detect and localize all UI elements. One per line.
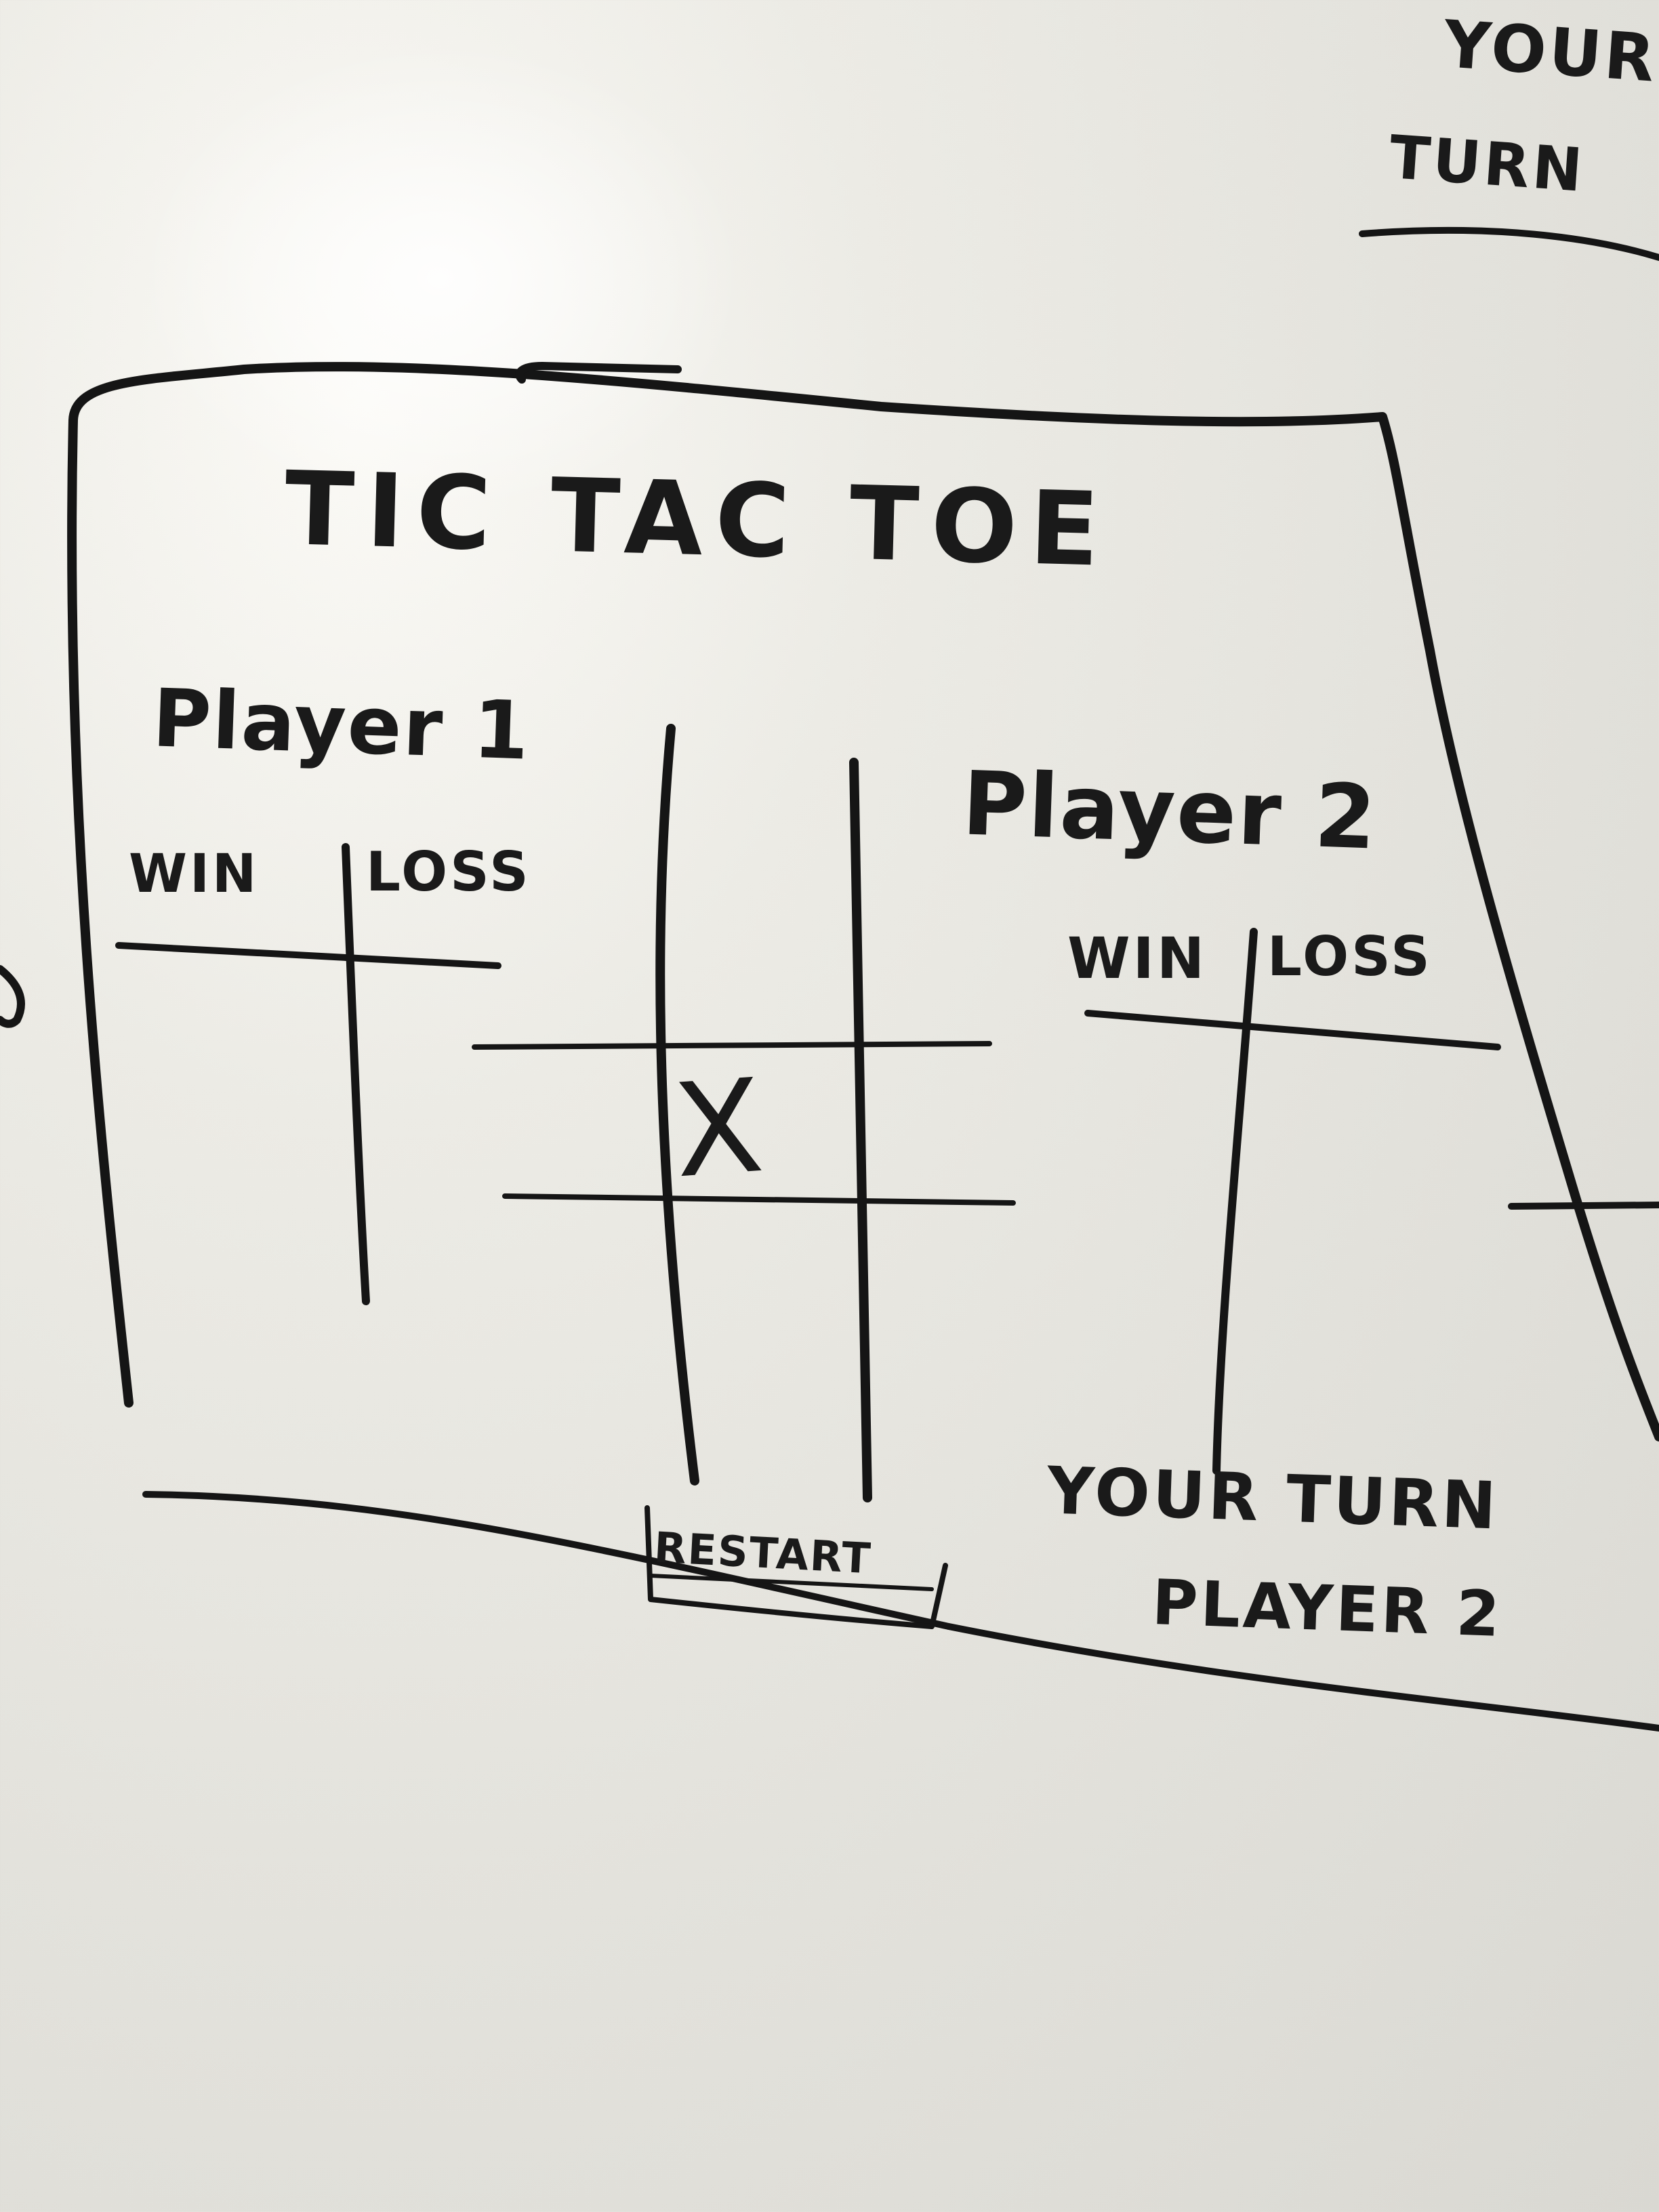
next-screen-text-line2: TURN (1387, 122, 1588, 205)
player1-loss-header: LOSS (366, 840, 531, 903)
next-screen-underline (1359, 226, 1659, 261)
turn-status-line2: PLAYER 2 (1151, 1566, 1504, 1651)
game-title: TIC TAC TOE (283, 450, 1113, 590)
p1-score-divider-v (342, 843, 370, 1305)
grid-line-h1 (472, 1041, 992, 1050)
player2-label: Player 2 (960, 752, 1379, 869)
player1-label: Player 1 (150, 671, 532, 778)
p2-score-divider-h (1084, 1010, 1501, 1050)
player1-win-header: WIN (129, 844, 260, 905)
turn-status-line1: YOUR TURN (1046, 1452, 1500, 1544)
p2-score-divider-v (1212, 928, 1258, 1475)
p1-score-divider-h (115, 942, 501, 969)
next-screen-text-line1: YOUR (1441, 6, 1659, 97)
window-frame-tab (515, 362, 682, 384)
grid-line-h2 (502, 1193, 1016, 1206)
board-cell-mark[interactable]: X (669, 1050, 771, 1207)
left-edge-arrow (0, 965, 25, 1028)
restart-button-box (644, 1505, 948, 1629)
next-screen-line (1508, 1202, 1659, 1210)
grid-line-v1 (655, 724, 699, 1486)
grid-line-v2 (849, 758, 872, 1502)
window-frame (67, 362, 1659, 1441)
window-bottom-edge (142, 1491, 1659, 1732)
player2-loss-header: LOSS (1267, 925, 1433, 988)
restart-underline (649, 1574, 934, 1591)
player2-win-header: WIN (1067, 925, 1208, 991)
